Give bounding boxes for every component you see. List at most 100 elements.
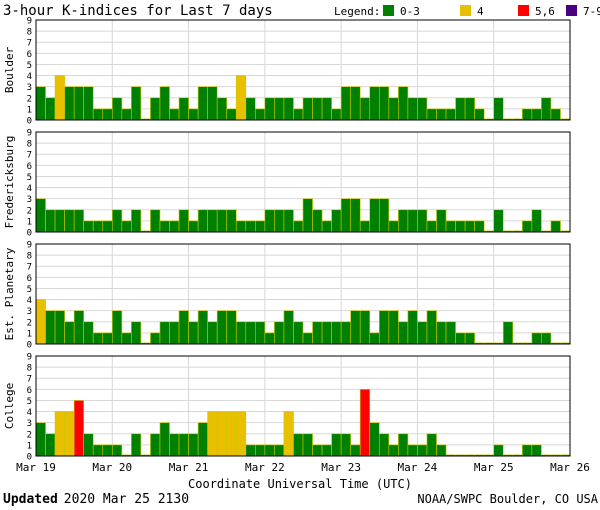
k-index-bar [464, 97, 475, 121]
k-index-bar [359, 97, 371, 121]
k-index-bar [131, 321, 142, 345]
k-index-bar [197, 422, 208, 457]
k-index-bar [321, 97, 332, 121]
k-index-bar [207, 209, 218, 233]
k-index-bar [45, 310, 56, 345]
y-tick-label: 1 [27, 217, 32, 227]
k-index-bar [131, 209, 142, 233]
legend-label: 4 [477, 5, 484, 18]
panel-label: Fredericksburg [3, 136, 16, 229]
legend-swatch [518, 5, 529, 16]
k-index-bar [474, 108, 485, 121]
k-index-bar [35, 86, 46, 121]
x-tick-label: Mar 23 [321, 461, 361, 474]
panel-frame [35, 131, 571, 233]
k-index-bar [436, 108, 447, 121]
x-tick-label: Mar 20 [92, 461, 132, 474]
k-index-bar [159, 220, 170, 233]
legend-label: 5,6 [535, 5, 555, 18]
k-index-bar [92, 444, 104, 457]
k-index-bar [64, 411, 75, 457]
k-index-bar [150, 97, 161, 121]
k-index-bar [436, 321, 447, 345]
x-tick-label: Mar 26 [550, 461, 590, 474]
k-index-bar [102, 332, 113, 345]
y-tick-label: 3 [27, 419, 32, 429]
k-index-bar [255, 220, 266, 233]
k-index-bar [131, 433, 142, 457]
y-tick-label: 3 [27, 83, 32, 93]
y-tick-label: 3 [27, 195, 32, 205]
k-index-bar [398, 433, 409, 457]
k-index-bar [331, 209, 342, 233]
panel-label: College [3, 383, 16, 429]
k-index-bar [541, 97, 552, 121]
k-index-bar [455, 220, 466, 233]
k-index-bar [417, 209, 428, 233]
k-index-bar [216, 209, 228, 233]
k-index-bar [493, 209, 504, 233]
k-index-bar [92, 108, 104, 121]
y-tick-label: 2 [27, 94, 32, 104]
k-index-bar [121, 332, 132, 345]
k-index-bar [350, 444, 361, 457]
k-index-bar [350, 310, 361, 345]
k-index-bar [541, 332, 552, 345]
k-index-bar [407, 444, 418, 457]
k-index-bar [245, 444, 256, 457]
k-index-bar [445, 220, 456, 233]
k-index-bar [102, 108, 113, 121]
k-index-bar [378, 86, 390, 121]
k-index-bar [264, 209, 275, 233]
k-index-bar [407, 97, 418, 121]
k-index-bar [283, 310, 294, 345]
y-tick-label: 6 [27, 162, 32, 172]
k-index-bar [274, 321, 285, 345]
legend: Legend: 0-3 4 5,6 7-9 [334, 5, 600, 18]
k-index-bar [207, 86, 218, 121]
y-tick-label: 7 [27, 375, 32, 385]
k-index-bar [388, 444, 399, 457]
k-index-bar [35, 299, 46, 345]
y-tick-label: 4 [27, 408, 32, 418]
k-index-bar [150, 209, 161, 233]
k-index-bar [302, 198, 313, 233]
k-index-bar [83, 433, 94, 457]
k-index-bar [111, 97, 123, 121]
k-index-bar [235, 75, 247, 121]
k-index-bar [197, 310, 208, 345]
k-index-bar [378, 310, 390, 345]
k-index-bar [426, 220, 437, 233]
k-index-bar [150, 433, 161, 457]
k-index-bar [45, 433, 56, 457]
k-index-bar [35, 198, 46, 233]
k-index-bar [340, 433, 351, 457]
k-index-bar [274, 444, 285, 457]
k-index-bar [493, 444, 504, 457]
k-index-bar [83, 220, 94, 233]
y-tick-label: 5 [27, 61, 32, 71]
k-index-bar [426, 310, 437, 345]
updated-label: Updated [3, 492, 58, 507]
legend-swatch [383, 5, 394, 16]
k-index-bar [436, 444, 447, 457]
panel-frame [35, 19, 571, 121]
legend-label: 7-9 [583, 5, 600, 18]
k-index-bar [54, 75, 65, 121]
y-tick-label: 0 [27, 229, 32, 239]
k-index-bar [131, 86, 142, 121]
legend-label: 0-3 [400, 5, 420, 18]
k-index-bar [274, 97, 285, 121]
y-tick-label: 7 [27, 39, 32, 49]
y-tick-label: 5 [27, 173, 32, 183]
y-tick-label: 4 [27, 72, 32, 82]
k-index-bar [188, 433, 199, 457]
k-index-bar [369, 198, 380, 233]
k-index-bar [302, 433, 313, 457]
k-index-bar [378, 433, 390, 457]
y-tick-label: 2 [27, 318, 32, 328]
k-index-bar [121, 108, 132, 121]
